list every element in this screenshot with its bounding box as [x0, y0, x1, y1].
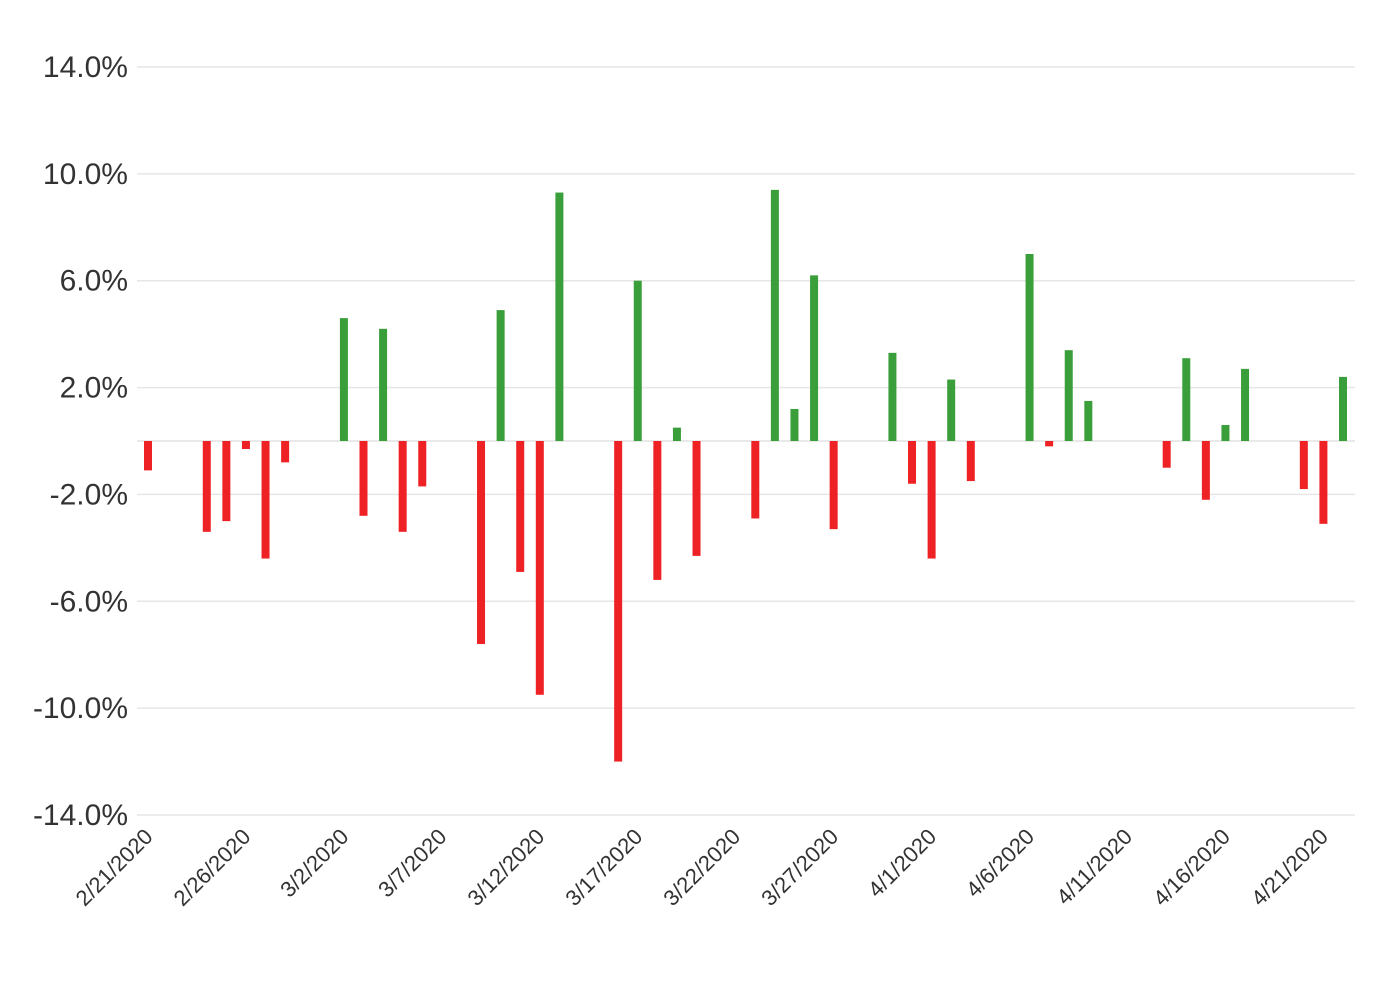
bars: [144, 189, 1347, 762]
x-tick-label: 2/26/2020: [169, 824, 256, 911]
x-tick-label: 3/17/2020: [560, 824, 647, 911]
bar-negative: [144, 441, 152, 471]
bar-positive: [379, 328, 388, 441]
gridlines: [137, 66, 1355, 816]
x-tick-label: 2/21/2020: [71, 824, 158, 911]
y-tick-label: -10.0%: [33, 692, 128, 725]
x-tick-label: 4/21/2020: [1246, 824, 1333, 911]
bar-negative: [653, 441, 662, 580]
bar-positive: [888, 352, 897, 441]
bar-negative: [477, 441, 486, 645]
bar-negative: [966, 441, 975, 482]
bar-positive: [1084, 400, 1093, 441]
bar-positive: [790, 408, 799, 441]
bar-positive: [1221, 424, 1230, 441]
bar-negative: [829, 441, 838, 530]
x-tick-label: 4/6/2020: [961, 824, 1039, 902]
bar-negative: [398, 441, 407, 532]
x-tick-label: 3/2/2020: [275, 824, 353, 902]
bar-positive: [496, 310, 505, 441]
bar-positive: [339, 318, 348, 441]
bar-negative: [261, 441, 270, 559]
y-tick-label: 10.0%: [43, 158, 128, 191]
y-tick-label: 6.0%: [60, 265, 128, 298]
bar-negative: [359, 441, 368, 516]
x-tick-label: 4/1/2020: [863, 824, 941, 902]
x-axis: 2/21/2020 2/26/2020 3/2/2020 3/7/2020 3/12/2…: [71, 824, 1333, 911]
bar-negative: [927, 441, 936, 559]
y-tick-label: -6.0%: [50, 585, 128, 618]
bar-positive: [810, 275, 819, 441]
bar-positive: [1339, 376, 1347, 441]
bar-negative: [751, 441, 760, 519]
bar-negative: [692, 441, 701, 556]
bar-positive: [633, 280, 642, 441]
bar-negative: [241, 441, 250, 450]
x-tick-label: 3/7/2020: [373, 824, 451, 902]
bar-negative: [418, 441, 427, 487]
bar-negative: [1299, 441, 1308, 490]
bar-positive: [1241, 368, 1250, 441]
bar-negative: [222, 441, 231, 522]
x-tick-label: 4/16/2020: [1148, 824, 1235, 911]
bar-positive: [555, 192, 564, 441]
bar-positive: [672, 427, 681, 441]
x-tick-label: 3/22/2020: [658, 824, 745, 911]
bar-negative: [535, 441, 544, 695]
bar-negative: [516, 441, 525, 572]
bar-negative: [908, 441, 917, 484]
x-tick-label: 4/11/2020: [1051, 824, 1137, 910]
bar-negative: [1201, 441, 1210, 500]
bar-negative: [202, 441, 211, 532]
x-tick-label: 3/12/2020: [462, 824, 549, 911]
y-tick-label: 14.0%: [43, 51, 128, 84]
bar-positive: [770, 189, 779, 441]
bar-negative: [1319, 441, 1328, 524]
bar-positive: [947, 379, 956, 441]
bar-negative: [614, 441, 623, 762]
x-tick-label: 3/27/2020: [756, 824, 843, 911]
bar-positive: [1182, 358, 1191, 441]
y-axis: 14.0% 10.0% 6.0% 2.0% -2.0% -6.0% -10.0% -14.0%: [33, 51, 128, 832]
y-tick-label: -2.0%: [50, 478, 128, 511]
bar-negative: [1162, 441, 1171, 468]
bar-negative: [1045, 441, 1054, 447]
y-tick-label: 2.0%: [60, 372, 128, 405]
bar-positive: [1064, 350, 1073, 441]
bar-positive: [1025, 254, 1034, 441]
y-tick-label: -14.0%: [33, 799, 128, 832]
bar-negative: [281, 441, 290, 463]
